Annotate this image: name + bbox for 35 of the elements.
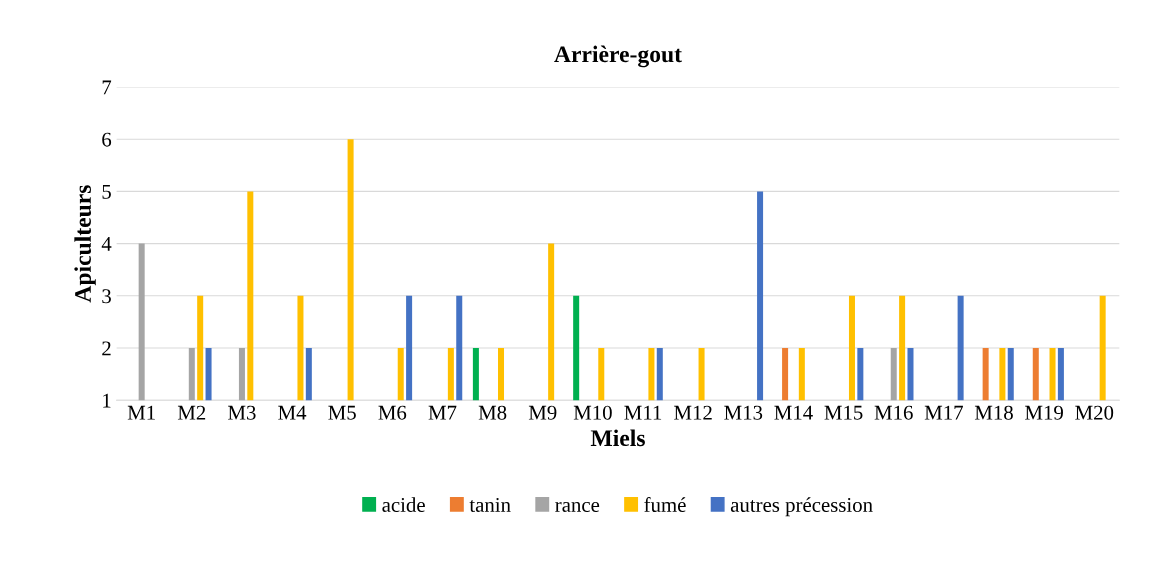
x-tick-label: M12: [674, 405, 712, 420]
x-tick-label: M18: [974, 405, 1013, 420]
x-tick-label: M5: [328, 405, 356, 420]
legend-label: autres précession: [730, 497, 873, 517]
x-tick-label: M20: [1075, 405, 1114, 420]
x-tick-label: M15: [824, 405, 863, 420]
x-tick-label: M13: [724, 405, 763, 420]
x-axis-title: Miels: [590, 429, 645, 447]
legend-label: rance: [555, 501, 600, 512]
y-tick-label: 2: [102, 341, 111, 356]
x-tick-label: M2: [177, 405, 206, 420]
chart-title: Arrière-gout: [554, 45, 682, 68]
x-tick-label: M11: [624, 405, 662, 420]
x-tick-label: M9: [528, 405, 557, 420]
x-tick-label: M16: [874, 405, 913, 420]
x-tick-label: M4: [278, 405, 307, 420]
x-tick-label: M3: [228, 405, 256, 420]
x-tick-label: M8: [478, 405, 507, 420]
y-tick-label: 5: [102, 184, 111, 199]
x-tick-label: M6: [378, 405, 407, 420]
x-tick-label: M19: [1025, 405, 1063, 420]
x-tick-label: M7: [428, 405, 457, 420]
legend-label: fumé: [644, 497, 686, 512]
legend-label: acide: [382, 497, 425, 512]
x-tick-label: M10: [573, 405, 612, 420]
y-tick-label: 3: [102, 289, 111, 304]
y-tick-label: 6: [102, 132, 112, 147]
x-tick-label: M17: [924, 405, 963, 420]
y-tick-label: 1: [103, 393, 111, 408]
x-tick-label: M1: [127, 405, 155, 420]
x-tick-label: M14: [774, 405, 813, 420]
y-axis-title: Apiculteurs: [74, 185, 96, 303]
y-tick-label: 4: [101, 237, 112, 251]
y-tick-label: 7: [102, 80, 112, 95]
legend-label: tanin: [469, 497, 511, 512]
